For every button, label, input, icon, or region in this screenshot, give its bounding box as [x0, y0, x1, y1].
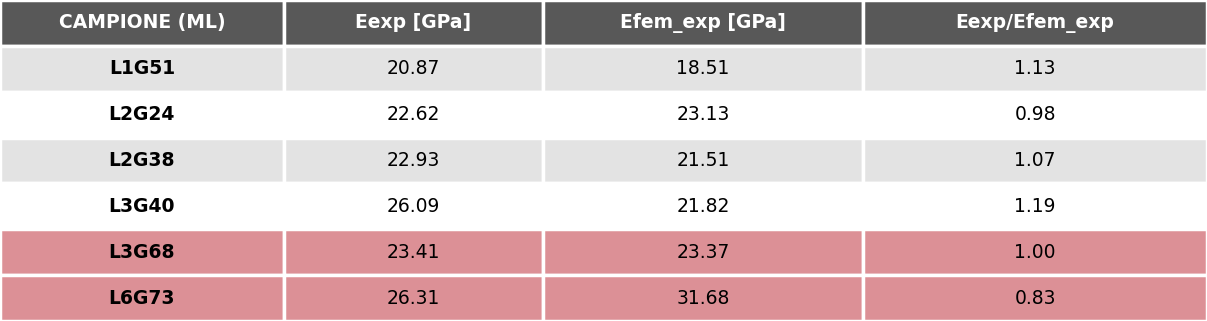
Bar: [0, 229, 284, 275]
Bar: [0, 92, 284, 138]
Text: 23.41: 23.41: [386, 243, 441, 262]
Text: Eexp [GPa]: Eexp [GPa]: [355, 13, 472, 32]
Bar: [0, 46, 284, 92]
Text: CAMPIONE (ML): CAMPIONE (ML): [58, 13, 226, 32]
Bar: [543, 138, 863, 183]
Text: L1G51: L1G51: [109, 59, 175, 78]
Bar: [863, 275, 1207, 321]
Text: 21.82: 21.82: [676, 197, 730, 216]
Bar: [543, 92, 863, 138]
Text: 1.00: 1.00: [1014, 243, 1056, 262]
Bar: [543, 46, 863, 92]
Text: L2G24: L2G24: [109, 105, 175, 124]
Text: L3G68: L3G68: [109, 243, 175, 262]
Text: L2G38: L2G38: [109, 151, 175, 170]
Text: 1.07: 1.07: [1014, 151, 1056, 170]
Bar: [284, 183, 543, 229]
Bar: [0, 0, 284, 46]
Text: 21.51: 21.51: [676, 151, 730, 170]
Bar: [863, 92, 1207, 138]
Bar: [284, 0, 543, 46]
Bar: [543, 229, 863, 275]
Bar: [284, 138, 543, 183]
Text: Efem_exp [GPa]: Efem_exp [GPa]: [620, 13, 786, 33]
Bar: [284, 229, 543, 275]
Text: 1.19: 1.19: [1014, 197, 1056, 216]
Bar: [543, 275, 863, 321]
Text: 1.13: 1.13: [1014, 59, 1056, 78]
Bar: [863, 138, 1207, 183]
Text: 26.31: 26.31: [386, 289, 441, 308]
Bar: [863, 229, 1207, 275]
Text: 18.51: 18.51: [676, 59, 730, 78]
Bar: [863, 0, 1207, 46]
Text: 31.68: 31.68: [676, 289, 730, 308]
Text: 20.87: 20.87: [386, 59, 441, 78]
Bar: [543, 0, 863, 46]
Text: 23.13: 23.13: [676, 105, 730, 124]
Text: L3G40: L3G40: [109, 197, 175, 216]
Text: 26.09: 26.09: [386, 197, 441, 216]
Bar: [863, 46, 1207, 92]
Bar: [284, 92, 543, 138]
Text: L6G73: L6G73: [109, 289, 175, 308]
Bar: [0, 183, 284, 229]
Bar: [543, 183, 863, 229]
Bar: [284, 46, 543, 92]
Text: Eexp/Efem_exp: Eexp/Efem_exp: [956, 13, 1114, 33]
Text: 0.98: 0.98: [1014, 105, 1056, 124]
Bar: [0, 138, 284, 183]
Text: 0.83: 0.83: [1014, 289, 1056, 308]
Text: 23.37: 23.37: [676, 243, 730, 262]
Text: 22.93: 22.93: [386, 151, 441, 170]
Bar: [284, 275, 543, 321]
Text: 22.62: 22.62: [386, 105, 441, 124]
Bar: [863, 183, 1207, 229]
Bar: [0, 275, 284, 321]
